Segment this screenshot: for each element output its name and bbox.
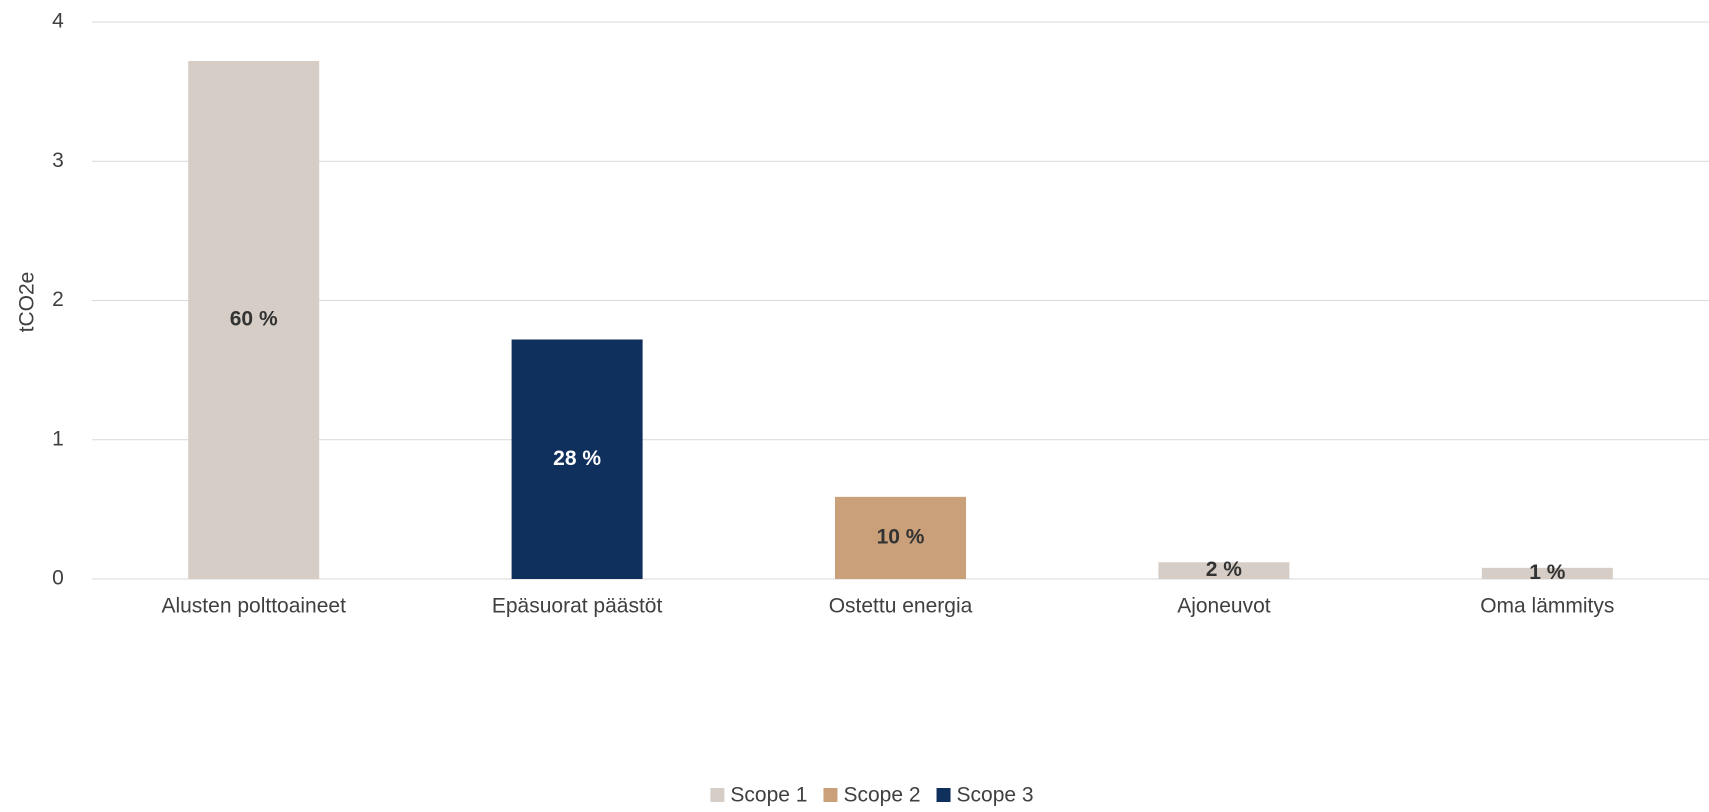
- x-tick-label: Ajoneuvot: [1177, 595, 1271, 618]
- y-tick-label: 2: [52, 288, 64, 311]
- bar: [188, 60, 320, 580]
- data-label: 2 %: [1206, 558, 1243, 581]
- legend-label: Scope 1: [730, 784, 807, 807]
- x-tick-label: Alusten polttoaineet: [161, 595, 346, 618]
- data-label: 1 %: [1529, 561, 1566, 584]
- data-label: 60 %: [230, 308, 278, 331]
- y-tick-label: 4: [52, 10, 64, 33]
- bar: [835, 496, 966, 579]
- bar: [511, 339, 643, 579]
- legend-swatch: [936, 788, 951, 802]
- legend-label: Scope 3: [957, 784, 1034, 807]
- data-label: 10 %: [877, 525, 925, 548]
- data-label: 28 %: [553, 447, 601, 470]
- bar: [1481, 567, 1613, 579]
- legend-swatch: [710, 788, 725, 802]
- x-tick-label: Ostettu energia: [829, 595, 973, 618]
- bar: [1158, 562, 1290, 579]
- y-tick-label: 3: [52, 149, 64, 172]
- y-tick-label: 1: [52, 427, 64, 450]
- x-tick-label: Epäsuorat päästöt: [492, 595, 663, 618]
- y-tick-label: 0: [52, 567, 64, 590]
- legend-label: Scope 2: [843, 784, 920, 807]
- x-tick-label: Oma lämmitys: [1480, 595, 1614, 618]
- legend-swatch: [823, 788, 838, 802]
- y-axis-label: tCO2e: [16, 272, 39, 333]
